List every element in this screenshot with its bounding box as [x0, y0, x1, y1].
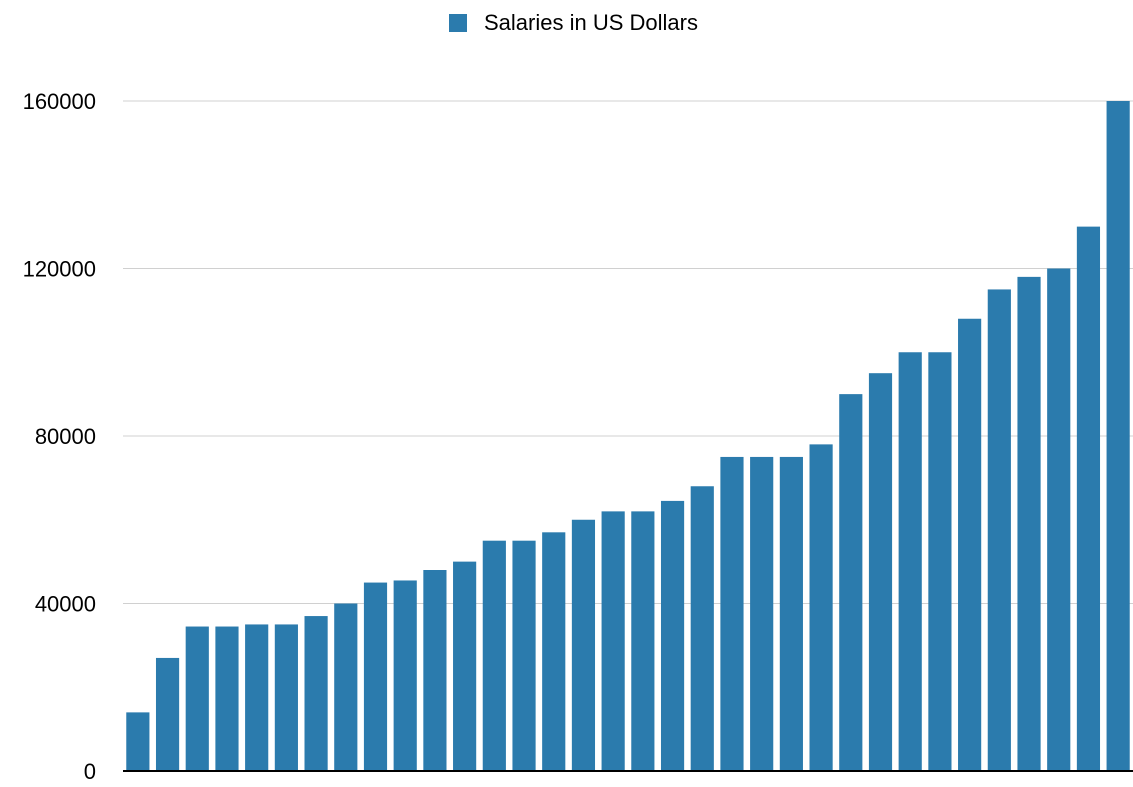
bar — [839, 394, 863, 771]
bar — [482, 540, 506, 771]
bar — [928, 352, 952, 771]
bar — [750, 456, 774, 771]
bar — [720, 456, 744, 771]
bar — [958, 318, 982, 771]
y-tick-label: 40000 — [35, 591, 96, 616]
bar — [601, 511, 625, 771]
bar — [809, 444, 833, 771]
bar — [1076, 226, 1101, 771]
y-tick-label: 120000 — [23, 256, 96, 281]
bar — [274, 624, 298, 771]
bar — [393, 580, 417, 771]
bar — [631, 511, 655, 771]
bar — [1017, 276, 1041, 771]
bar — [512, 540, 536, 771]
bar — [987, 289, 1011, 771]
bar — [1106, 101, 1130, 771]
bar — [660, 500, 685, 771]
bar — [542, 532, 566, 771]
bar — [779, 456, 803, 771]
bar — [155, 657, 180, 771]
bar — [453, 561, 477, 771]
bar — [126, 712, 150, 771]
legend-label: Salaries in US Dollars — [484, 10, 698, 35]
y-tick-label: 0 — [84, 759, 96, 784]
bar — [423, 570, 447, 771]
bar — [571, 519, 596, 771]
bar — [868, 373, 893, 771]
bar — [363, 582, 388, 771]
bar — [245, 624, 269, 771]
bar — [898, 352, 922, 771]
bar — [215, 626, 239, 771]
bar — [304, 616, 328, 771]
bar — [185, 626, 209, 771]
bar — [1047, 268, 1071, 771]
bar — [334, 603, 358, 771]
legend-swatch — [449, 14, 467, 32]
y-tick-label: 160000 — [23, 89, 96, 114]
y-tick-label: 80000 — [35, 424, 96, 449]
bar — [690, 486, 714, 771]
